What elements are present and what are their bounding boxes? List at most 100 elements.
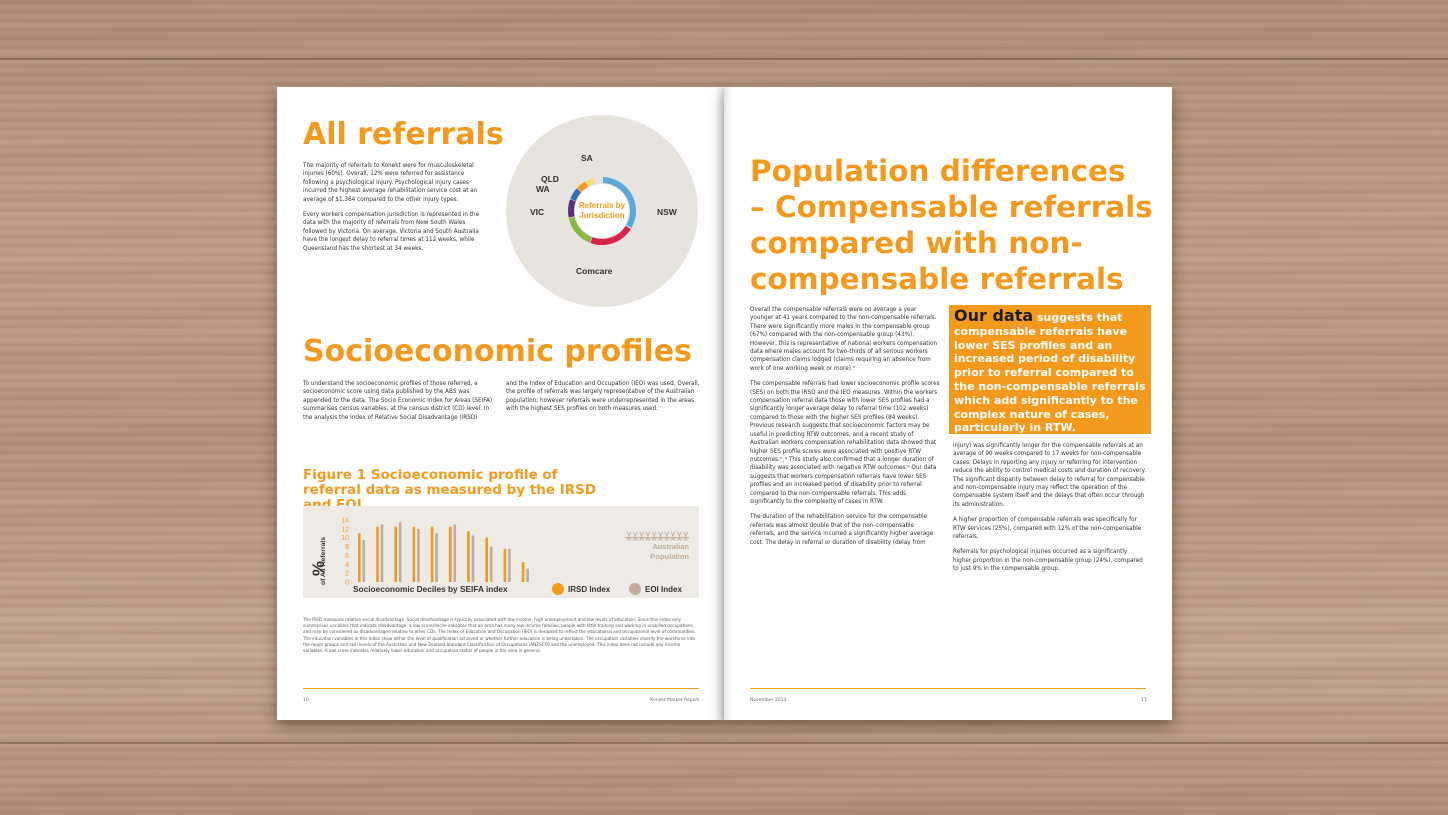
bar-irsd: [467, 531, 470, 582]
donut-hole: [575, 184, 629, 238]
donut-label-vic: VIC: [530, 207, 544, 217]
all-referrals-text: The majority of referrals to Konekt were…: [303, 162, 491, 260]
y-tick-label: 0: [345, 580, 349, 587]
all-referrals-title: All referrals: [303, 117, 504, 152]
wood-board-seam: [0, 58, 1448, 60]
bar-irsd: [412, 526, 416, 582]
y-axis-percent-symbol: %: [309, 561, 328, 576]
y-tick-label: 8: [345, 544, 349, 551]
socio-text-col2: and the Index of Education and Occupatio…: [506, 381, 700, 413]
right-page: Population differences – Compensable ref…: [724, 87, 1172, 720]
footer-date: November 2013: [750, 698, 787, 703]
y-tick-label: 2: [345, 571, 349, 578]
population-person-icon: [651, 531, 657, 542]
donut-segment: [585, 178, 595, 187]
wood-board-seam: [0, 742, 1448, 744]
bar-eoi: [508, 548, 511, 582]
legend-irsd-swatch: [552, 583, 564, 595]
reference-label-line-2: Population: [650, 552, 689, 561]
footer-rule: [303, 688, 699, 689]
y-tick-label: 6: [345, 553, 349, 560]
population-person-icon: [626, 531, 632, 542]
right-text-col1: Overall the compensable referrals were o…: [750, 306, 940, 554]
population-person-icon: [676, 531, 682, 542]
bar-eoi: [380, 524, 384, 582]
population-person-icon: [658, 531, 663, 542]
legend-eoi-swatch: [629, 583, 641, 595]
donut-label-qld: QLD: [541, 174, 559, 184]
bar-irsd: [430, 526, 434, 582]
legend-eoi-label: EOI Index: [645, 585, 682, 594]
bar-irsd: [485, 537, 488, 582]
population-person-icon: [664, 531, 670, 542]
paragraph: The majority of referrals to Konekt were…: [303, 163, 478, 203]
reference-label-line-1: Australian: [652, 542, 689, 551]
paragraph: The compensable referrals had lower soci…: [750, 381, 940, 505]
population-differences-title: Population differences – Compensable ref…: [750, 153, 1153, 297]
paragraph: Overall the compensable referrals were o…: [750, 307, 938, 372]
y-tick-label: 10: [341, 535, 349, 542]
donut-segment: [570, 188, 582, 202]
y-tick-label: 14: [341, 518, 349, 525]
paragraph: injury) was significantly longer for the…: [953, 443, 1147, 508]
bar-eoi: [398, 522, 402, 582]
paragraph: A higher proportion of compensable refer…: [953, 517, 1142, 541]
bar-irsd: [358, 533, 361, 582]
donut-label-wa: WA: [536, 184, 550, 194]
donut-segment: [577, 181, 589, 192]
bar-irsd: [521, 562, 525, 582]
chart-panel: 0 2 4 6 8 10 12 14 % of All Referrals Socioecon…: [303, 506, 699, 598]
paragraph: Referrals for psychological injuries occ…: [953, 549, 1143, 573]
bar-eoi: [362, 539, 366, 582]
bar-eoi: [435, 533, 438, 582]
x-axis-label: Socioeconomic Deciles by SEIFA index: [353, 584, 508, 594]
donut-segment: [568, 216, 593, 243]
paragraph: Every workers compensation jurisdiction …: [303, 212, 480, 252]
title-line: Population differences: [750, 154, 1126, 188]
population-person-icon: [670, 531, 676, 542]
y-axis-label: of All Referrals: [320, 537, 327, 585]
legend-irsd-label: IRSD Index: [568, 585, 611, 594]
bar-eoi: [489, 546, 493, 582]
population-person-icon: [632, 531, 638, 542]
footer-report-title: Konekt Market Report: [650, 698, 699, 703]
bar-irsd: [394, 526, 397, 582]
bar-eoi: [526, 568, 529, 582]
bar-irsd: [376, 526, 379, 582]
our-data-callout: Our data suggests that compensable refer…: [949, 305, 1151, 434]
bar-irsd: [449, 526, 452, 582]
bar-eoi: [453, 524, 457, 582]
book-spine-shadow: [716, 87, 732, 720]
donut-label-nsw: NSW: [657, 207, 678, 217]
socioeconomic-title: Socioeconomic profiles: [303, 334, 692, 369]
socio-text-col1: To understand the socioeconomic profiles…: [303, 381, 493, 421]
title-line: compared with non-: [750, 226, 1083, 260]
right-text-col2: injury) was significantly longer for the…: [953, 442, 1147, 581]
footer-rule: [750, 688, 1146, 689]
population-person-icon: [683, 531, 689, 542]
bar-irsd: [503, 548, 507, 582]
callout-text: suggests that compensable referrals have…: [954, 311, 1146, 435]
y-tick-label: 4: [345, 562, 349, 569]
paragraph: The duration of the rehabilitation servi…: [750, 514, 934, 546]
bar-eoi: [471, 535, 475, 582]
jurisdiction-donut: SA QLD WA VIC NSW Comcare: [506, 115, 698, 307]
population-person-icon: [645, 531, 651, 542]
population-person-icon: [639, 531, 645, 542]
donut-segment: [568, 199, 576, 218]
y-tick-label: 12: [341, 526, 349, 533]
title-line: compensable referrals: [750, 262, 1124, 296]
donut-center-label: Referrals by Jurisdiction: [578, 201, 626, 220]
figure-title: Figure 1 Socioeconomic profile of referr…: [303, 467, 597, 513]
donut-label-comcare: Comcare: [576, 266, 613, 276]
title-line: – Compensable referrals: [750, 190, 1153, 224]
footer-page-number: 11: [1141, 698, 1147, 703]
chart-footnote: The IRSD measures relative social disadv…: [303, 617, 696, 654]
bar-eoi: [417, 528, 420, 582]
donut-segment: [590, 225, 631, 245]
callout-lead: Our data: [954, 306, 1034, 325]
left-page: All referrals The majority of referrals …: [277, 87, 724, 720]
donut-label-sa: SA: [581, 153, 593, 163]
donut-segment: [602, 177, 636, 228]
